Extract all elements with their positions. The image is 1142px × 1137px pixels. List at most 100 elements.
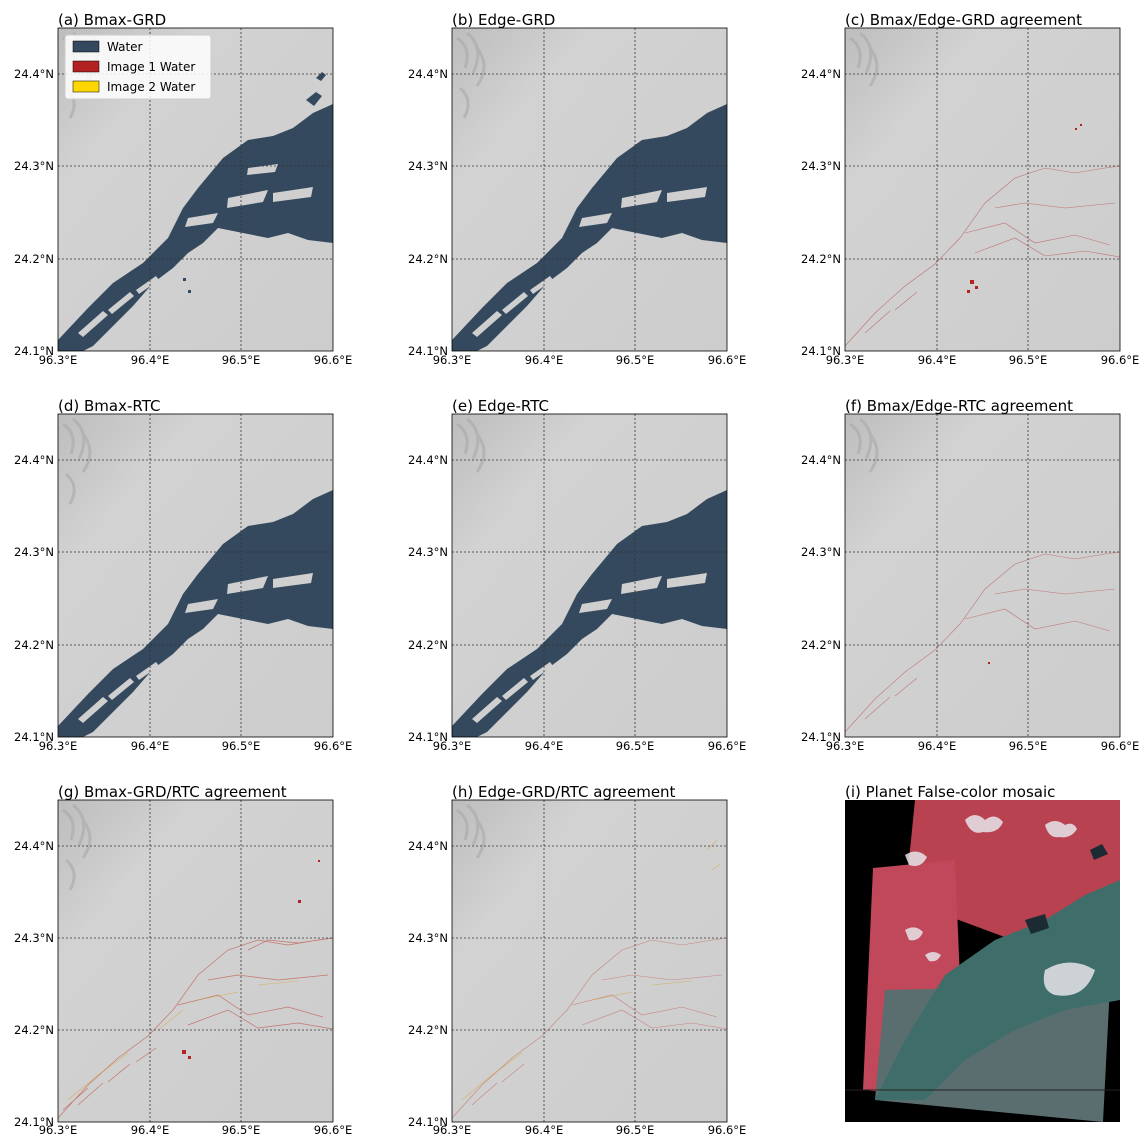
lat-tick: 24.2°N [14,1023,54,1037]
terrain-ridges [62,417,92,505]
lon-axis: 96.3°E 96.4°E 96.5°E 96.6°E [433,1123,747,1137]
panel-d: (d) Bmax-RTC 24.4°N 24.3°N 24.2°N 24.1°N… [14,397,352,753]
panel-h-title: (h) Edge-GRD/RTC agreement [452,783,676,801]
lat-tick: 24.3°N [408,159,448,173]
lon-tick: 96.3°E [826,739,865,753]
lon-tick: 96.3°E [39,1123,78,1137]
mosaic-river [875,880,1120,1100]
lon-tick: 96.5°E [222,353,261,367]
panel-d-title: (d) Bmax-RTC [58,397,160,415]
terrain-ridges [456,31,486,119]
lon-axis: 96.3°E 96.4°E 96.5°E 96.6°E [433,353,747,367]
lon-axis: 96.3°E 96.4°E 96.5°E 96.6°E [826,739,1140,753]
lat-tick: 24.3°N [408,931,448,945]
lon-axis: 96.3°E 96.4°E 96.5°E 96.6°E [39,739,353,753]
panel-frame [844,413,1121,738]
panel-f-title: (f) Bmax/Edge-RTC agreement [845,397,1073,415]
water-islands [472,573,707,723]
lat-tick: 24.3°N [801,159,841,173]
lon-tick: 96.6°E [708,739,747,753]
hillshade-background [845,28,1120,351]
legend-label: Water [107,40,143,54]
lat-tick: 24.4°N [14,453,54,467]
lon-tick: 96.4°E [131,353,170,367]
image2-water-edges [461,839,721,1101]
water-islands [472,187,707,337]
lon-tick: 96.6°E [708,353,747,367]
legend-box [64,34,212,100]
gridlines [845,28,1120,351]
mosaic-dark-patches [1025,844,1108,934]
panel-frame [451,413,728,738]
agreement-edges [844,551,1121,733]
mosaic-clouds [905,815,1095,996]
lon-tick: 96.5°E [616,353,655,367]
lon-tick: 96.4°E [131,1123,170,1137]
lat-tick: 24.1°N [14,730,54,744]
lon-tick: 96.6°E [314,353,353,367]
panel-b: (b) Edge-GRD 24.4°N 24.3°N 24.2°N 24.1°N… [408,11,746,367]
gridlines [452,414,727,737]
panel-frame [57,799,334,1123]
lat-tick: 24.4°N [408,839,448,853]
lat-tick: 24.1°N [408,1115,448,1129]
legend: Water Image 1 Water Image 2 Water [64,34,212,100]
lon-tick: 96.3°E [433,353,472,367]
lat-axis: 24.4°N 24.3°N 24.2°N 24.1°N [14,839,54,1129]
lat-tick: 24.1°N [14,1115,54,1129]
lat-tick: 24.2°N [801,638,841,652]
lat-tick: 24.2°N [14,638,54,652]
lon-tick: 96.4°E [525,353,564,367]
lon-tick: 96.5°E [616,1123,655,1137]
hillshade-background [452,800,727,1122]
lat-tick: 24.3°N [14,159,54,173]
lon-tick: 96.6°E [708,1123,747,1137]
water-body [452,490,727,737]
water-islands [78,164,313,337]
lat-tick: 24.3°N [14,545,54,559]
lon-tick: 96.3°E [826,353,865,367]
lon-tick: 96.6°E [314,739,353,753]
hillshade-background [845,414,1120,737]
lon-tick: 96.5°E [222,1123,261,1137]
panel-frame [57,27,334,352]
lat-tick: 24.3°N [801,545,841,559]
panel-frame [57,413,334,738]
lat-axis: 24.4°N 24.3°N 24.2°N 24.1°N [801,453,841,744]
gridlines [58,800,333,1122]
lon-tick: 96.5°E [1009,739,1048,753]
image1-water-spots [988,662,990,664]
panel-a-title: (a) Bmax-GRD [58,11,166,29]
lon-tick: 96.6°E [1101,353,1140,367]
lon-tick: 96.4°E [131,739,170,753]
gridlines [58,414,333,737]
lon-tick: 96.3°E [433,1123,472,1137]
hillshade-background [58,800,333,1122]
terrain-ridges [62,803,92,891]
lat-tick: 24.4°N [14,839,54,853]
terrain-ridges [849,31,879,87]
lat-tick: 24.1°N [801,730,841,744]
lat-tick: 24.1°N [408,730,448,744]
panel-i: (i) Planet False-color mosaic [845,783,1120,1122]
panel-frame [451,27,728,352]
lon-tick: 96.6°E [314,1123,353,1137]
lat-tick: 24.1°N [801,344,841,358]
lat-tick: 24.4°N [14,67,54,81]
water-body [452,104,727,351]
legend-label: Image 1 Water [107,60,195,74]
lon-tick: 96.4°E [525,739,564,753]
panel-f: (f) Bmax/Edge-RTC agreement 24.4°N 24.3°… [801,397,1139,753]
panel-a: (a) Bmax-GRD 24.4°N 24.3°N 24.2°N 24.1°N… [14,11,352,367]
water-body [58,104,333,351]
lon-axis: 96.3°E 96.4°E 96.5°E 96.6°E [433,739,747,753]
lon-tick: 96.5°E [616,739,655,753]
lat-tick: 24.3°N [14,931,54,945]
panel-frame [844,27,1121,352]
gridlines [452,28,727,351]
lat-tick: 24.3°N [408,545,448,559]
lat-tick: 24.1°N [408,344,448,358]
agreement-edges [57,937,334,1119]
lat-axis: 24.4°N 24.3°N 24.2°N 24.1°N [801,67,841,358]
panel-g-title: (g) Bmax-GRD/RTC agreement [58,783,287,801]
